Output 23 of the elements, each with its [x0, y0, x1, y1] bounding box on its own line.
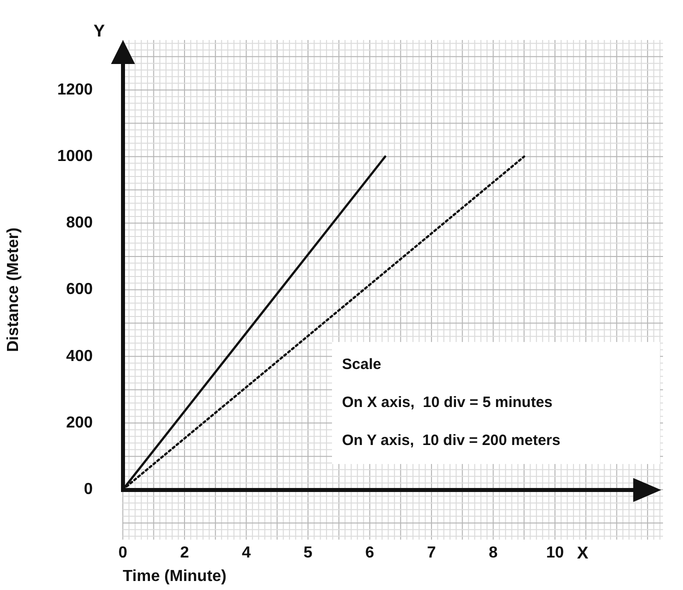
x-tick-label: 7	[427, 544, 436, 562]
annotation: On Y axis, 10 div = 200 meters	[342, 431, 562, 451]
y-tick-label: 0	[84, 481, 93, 498]
y-tick-label: 600	[66, 281, 93, 298]
x-tick-label: 4	[242, 544, 251, 562]
x-tick-label: 8	[488, 544, 498, 562]
text: Y	[93, 22, 106, 41]
x-tick-label: 6	[365, 544, 374, 562]
y-tick-label: 1000	[57, 148, 93, 165]
x-tick-label: 10	[546, 544, 564, 562]
annotation: On X axis, 10 div = 5 minutes	[342, 393, 554, 413]
x-tick-label: 0	[118, 544, 128, 562]
x-tick-label: 2	[180, 544, 190, 562]
annotation: Scale	[342, 355, 382, 375]
y-tick-label: 200	[66, 414, 93, 432]
y-tick-label: 1200	[57, 81, 93, 98]
y-tick-label: 800	[66, 214, 93, 232]
y-tick-label: 400	[66, 348, 93, 365]
text: X	[576, 543, 589, 562]
y-axis-title: Distance (Meter)	[5, 228, 22, 352]
note-box: Scale On X axis, 10 div = 5 minutes On Y axis, 10 div = 200 meters	[332, 342, 660, 464]
x-tick-label: 5	[304, 544, 313, 562]
x-axis-title: Time (Minute)	[122, 568, 226, 585]
